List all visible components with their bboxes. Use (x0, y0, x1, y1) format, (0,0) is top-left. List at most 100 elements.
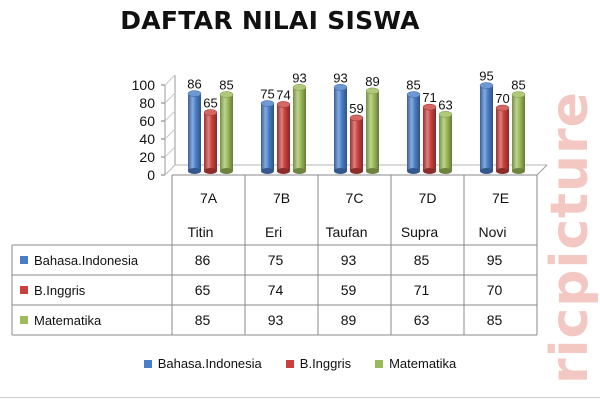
y-tick-label: 20 (139, 149, 155, 165)
y-tick-depth (164, 146, 176, 158)
table-cell-value: 65 (195, 282, 211, 298)
data-label: 89 (365, 74, 379, 89)
category-class-label: 7E (492, 190, 509, 206)
category-name-label: Novi (478, 224, 506, 240)
y-tick-depth (164, 74, 176, 86)
bar (293, 87, 306, 171)
bar-base (439, 168, 452, 174)
bar (261, 103, 274, 171)
category-class-label: 7B (273, 190, 290, 206)
bar-top (365, 87, 380, 95)
bar-top (511, 91, 526, 98)
bar-top (438, 111, 453, 118)
y-tick-label: 40 (139, 131, 155, 147)
bar-top (219, 91, 234, 98)
data-label: 93 (333, 70, 347, 85)
bar-top (333, 84, 348, 91)
bar (423, 107, 436, 171)
table-cell-value: 85 (195, 312, 211, 328)
legend-item-b-inggris: B.Inggris (285, 356, 352, 371)
data-label: 74 (276, 87, 290, 102)
legend-swatch (375, 359, 384, 368)
table-cell-value: 93 (341, 252, 357, 268)
table-series-swatch (20, 256, 28, 264)
table-cell-value: 63 (414, 312, 430, 328)
legend-label: Matematika (389, 356, 457, 371)
bar-top (495, 104, 510, 112)
bar (480, 85, 493, 171)
bar-base (204, 168, 217, 174)
category-name-label: Supra (401, 224, 439, 240)
data-label: 85 (511, 78, 525, 93)
bar-base (480, 168, 493, 174)
category-name-label: Taufan (325, 224, 367, 240)
table-cell-value: 85 (414, 252, 430, 268)
table-cell-value: 89 (341, 312, 357, 328)
data-label: 86 (187, 77, 201, 92)
legend-label: B.Inggris (299, 356, 352, 371)
data-label: 85 (406, 78, 420, 93)
bar-top (203, 109, 218, 116)
table-series-label: Bahasa.Indonesia (34, 253, 139, 268)
bar-top (187, 90, 202, 97)
y-tick-depth (164, 92, 176, 104)
table-series-swatch (20, 316, 28, 324)
bar-base (423, 168, 436, 174)
legend-item-bahasa-indonesia: Bahasa.Indonesia (143, 356, 262, 371)
bar (366, 90, 379, 171)
bar-top (260, 100, 275, 107)
data-label: 93 (292, 70, 306, 85)
bar-top (292, 84, 307, 91)
watermark-text: ricpicture (540, 91, 600, 384)
y-tick-label: 0 (147, 167, 155, 183)
bar (188, 93, 201, 171)
bar (334, 87, 347, 171)
table-series-label: B.Inggris (34, 283, 86, 298)
chart-legend: Bahasa.Indonesia B.Inggris Matematika (80, 356, 520, 371)
y-tick-label: 100 (132, 77, 156, 93)
bar-base (220, 168, 233, 174)
bar-base (407, 168, 420, 174)
legend-item-matematika: Matematika (375, 356, 456, 371)
table-cell-value: 59 (341, 282, 357, 298)
bar-base (350, 168, 363, 174)
bottom-divider (0, 397, 600, 398)
bar-base (366, 168, 379, 174)
bar-base (261, 168, 274, 174)
data-label: 70 (495, 91, 509, 106)
bar (512, 94, 525, 171)
y-tick-depth (164, 128, 176, 140)
bar-top (349, 114, 364, 122)
bar (204, 112, 217, 171)
bar (220, 94, 233, 171)
table-cell-value: 86 (195, 252, 211, 268)
data-label: 71 (422, 90, 436, 105)
y-tick-depth (164, 164, 176, 176)
data-label: 95 (479, 69, 493, 84)
bar-base (188, 168, 201, 174)
table-cell-value: 85 (487, 312, 503, 328)
bar (277, 104, 290, 171)
data-label: 59 (349, 101, 363, 116)
data-label: 65 (203, 96, 217, 111)
table-cell-value: 74 (268, 282, 284, 298)
bar-base (293, 168, 306, 174)
legend-swatch (143, 359, 152, 368)
table-series-swatch (20, 286, 28, 294)
legend-label: Bahasa.Indonesia (157, 356, 262, 371)
data-label: 75 (260, 87, 274, 102)
bar (350, 117, 363, 171)
bar-top (479, 82, 494, 89)
data-label: 63 (438, 97, 452, 112)
bar-base (512, 168, 525, 174)
floor-edge-right (536, 164, 548, 176)
bar-base (496, 168, 509, 174)
chart-title: DAFTAR NILAI SISWA (120, 6, 420, 35)
bar (407, 94, 420, 171)
category-name-label: Titin (188, 224, 214, 240)
category-class-label: 7C (346, 190, 364, 206)
y-tick-label: 80 (139, 95, 155, 111)
bar-base (277, 168, 290, 174)
table-cell-value: 75 (268, 252, 284, 268)
